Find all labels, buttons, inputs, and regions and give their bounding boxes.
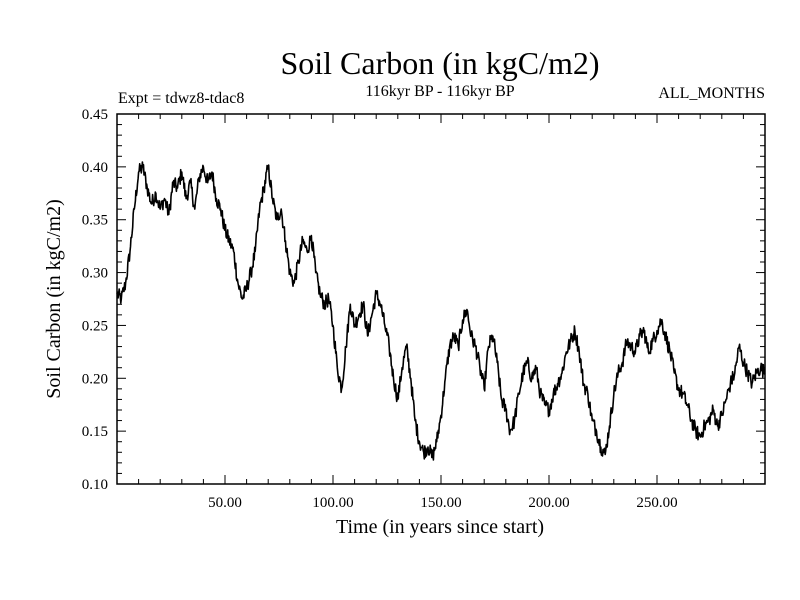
x-tick-label: 100.00 xyxy=(312,495,353,511)
x-tick-label: 50.00 xyxy=(208,495,242,511)
x-tick-labels: 50.00 100.00 150.00 200.00 250.00 xyxy=(208,495,678,511)
plot-frame xyxy=(116,113,766,485)
y-tick-label: 0.20 xyxy=(82,371,108,387)
y-tick-label: 0.35 xyxy=(82,213,108,229)
series-line xyxy=(116,161,766,461)
y-tick-label: 0.40 xyxy=(82,160,108,176)
x-tick-label: 200.00 xyxy=(528,495,569,511)
y-tick-label: 0.15 xyxy=(82,424,108,440)
y-axis-label: Soil Carbon (in kgC/m2) xyxy=(43,199,65,398)
x-tick-label: 250.00 xyxy=(636,495,677,511)
y-tick-label: 0.45 xyxy=(82,107,108,123)
chart-title: Soil Carbon (in kgC/m2) xyxy=(280,45,599,81)
x-axis-label: Time (in years since start) xyxy=(336,516,544,538)
axis-ticks xyxy=(117,113,765,485)
y-tick-labels: 0.10 0.15 0.20 0.25 0.30 0.35 0.40 0.45 xyxy=(82,107,108,493)
chart-subtitle-right: ALL_MONTHS xyxy=(658,85,765,102)
chart-subtitle-left: Expt = tdwz8-tdac8 xyxy=(118,90,244,107)
y-tick-label: 0.30 xyxy=(82,266,108,282)
x-tick-label: 150.00 xyxy=(420,495,461,511)
chart-subtitle-center: 116kyr BP - 116kyr BP xyxy=(365,83,514,100)
y-tick-label: 0.25 xyxy=(82,318,108,334)
y-tick-label: 0.10 xyxy=(82,477,108,493)
